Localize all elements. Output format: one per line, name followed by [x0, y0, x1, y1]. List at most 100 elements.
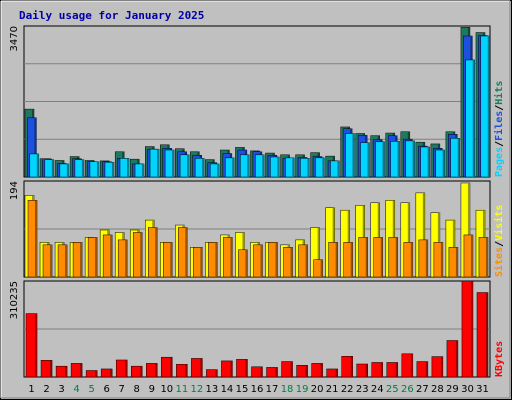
kbytes-bar-day-29 [446, 340, 459, 378]
pages-bar-day-12 [194, 158, 205, 178]
x-tick-label-day-17: 17 [266, 384, 279, 395]
kbytes-bar-day-19 [296, 364, 308, 378]
pages-bar-day-25 [390, 141, 400, 178]
sites-bar-day-26 [403, 242, 414, 278]
x-tick-label-day-30: 30 [461, 384, 474, 395]
x-tick-label-day-18: 18 [281, 384, 294, 395]
pages-bar-day-8 [134, 163, 145, 178]
sites-bar-day-21 [328, 242, 338, 278]
sites-bar-day-8 [132, 232, 143, 278]
x-tick-label-day-29: 29 [446, 384, 459, 395]
x-tick-label-day-1: 1 [28, 384, 34, 395]
kbytes-bar-day-14 [221, 360, 233, 378]
legend-item: / [494, 241, 505, 247]
kbytes-bar-day-30 [461, 280, 474, 378]
x-tick-label-day-27: 27 [416, 384, 429, 395]
x-tick-label-day-11: 11 [175, 384, 188, 395]
sites-bar-day-18 [283, 247, 293, 278]
sites-bar-day-3 [57, 244, 68, 278]
kbytes-bar-day-2 [40, 360, 53, 378]
kbytes-bar-day-12 [191, 358, 203, 378]
x-tick-label-day-26: 26 [401, 384, 414, 395]
legend-item: Hits [493, 81, 505, 105]
x-tick-label-day-21: 21 [326, 384, 339, 395]
pages-bar-day-6 [104, 161, 115, 178]
kbytes-bar-day-26 [401, 353, 414, 378]
bars [25, 280, 489, 378]
legend-item: Files [493, 111, 505, 141]
kbytes-bar-day-16 [251, 366, 263, 378]
panel-visits_sites: 194 Sites/Visits [9, 180, 505, 278]
pages-bar-day-10 [164, 149, 175, 178]
sites-bar-day-29 [448, 247, 459, 278]
pages-bar-day-4 [74, 159, 85, 178]
kbytes-bar-day-23 [356, 363, 368, 378]
sites-bar-day-5 [87, 237, 98, 278]
pages-bar-day-23 [360, 142, 370, 178]
pages-bar-day-29 [450, 138, 460, 178]
x-tick-label-day-20: 20 [311, 384, 324, 395]
y-axis-max-label: 3470 [9, 26, 20, 51]
pages-bar-day-7 [119, 158, 130, 178]
sites-bar-day-24 [373, 237, 383, 278]
sites-bar-day-12 [193, 247, 203, 278]
kbytes-bar-day-18 [281, 361, 293, 378]
pages-bar-day-15 [240, 154, 250, 178]
pages-bar-day-3 [59, 163, 70, 178]
x-tick-label-day-31: 31 [476, 384, 489, 395]
x-tick-label-day-14: 14 [221, 384, 234, 395]
sites-bar-day-27 [418, 239, 429, 278]
pages-bar-day-13 [209, 163, 220, 178]
legend-panel2: Sites/Visits [493, 205, 505, 277]
kbytes-bar-day-24 [371, 362, 384, 378]
sites-bar-day-7 [117, 239, 128, 278]
sites-bar-day-15 [238, 249, 248, 278]
kbytes-bar-day-3 [55, 365, 68, 378]
x-tick-label-day-12: 12 [191, 384, 204, 395]
bars [24, 182, 489, 278]
pages-bar-day-11 [179, 154, 190, 178]
kbytes-bar-day-13 [206, 369, 218, 378]
y-axis-max-label: 194 [9, 181, 20, 200]
sites-bar-day-4 [72, 242, 83, 278]
legend-panel1: Pages/Files/Hits [493, 81, 505, 177]
sites-bar-day-31 [478, 237, 489, 278]
pages-bar-day-28 [435, 149, 445, 178]
kbytes-bar-day-25 [386, 362, 399, 378]
kbytes-bar-day-17 [266, 367, 278, 378]
legend-item: Sites [493, 247, 505, 277]
x-tick-label-day-10: 10 [160, 384, 173, 395]
kbytes-bar-day-4 [70, 363, 83, 378]
pages-bar-day-5 [89, 161, 100, 178]
kbytes-bar-day-10 [161, 356, 173, 378]
sites-bar-day-1 [27, 200, 38, 278]
x-tick-label-day-5: 5 [88, 384, 94, 395]
x-tick-label-day-22: 22 [341, 384, 354, 395]
pages-bar-day-9 [149, 148, 160, 178]
kbytes-bar-day-28 [431, 356, 444, 378]
chart-panels: 3470Pages/Files/Hits194Sites/Visits31023… [9, 25, 505, 378]
bars [24, 27, 491, 178]
x-tick-label-day-6: 6 [103, 384, 109, 395]
x-tick-label-day-28: 28 [431, 384, 444, 395]
x-tick-label-day-16: 16 [251, 384, 264, 395]
kbytes-bar-day-1 [25, 313, 38, 378]
kbytes-bar-day-22 [341, 356, 353, 378]
kbytes-bar-day-8 [130, 365, 143, 378]
legend-item: / [494, 141, 505, 147]
pages-bar-day-30 [465, 59, 475, 178]
kbytes-bar-day-27 [416, 361, 429, 378]
pages-bar-day-20 [315, 157, 325, 178]
pages-bar-day-2 [44, 159, 55, 178]
legend-item: KBytes [494, 341, 505, 377]
pages-bar-day-22 [345, 133, 355, 178]
x-tick-label-day-9: 9 [149, 384, 155, 395]
x-tick-label-day-25: 25 [386, 384, 399, 395]
x-tick-label-day-15: 15 [236, 384, 249, 395]
x-tick-label-day-23: 23 [356, 384, 369, 395]
pages-bar-day-21 [330, 160, 340, 178]
kbytes-bar-day-31 [476, 292, 489, 378]
kbytes-bar-day-11 [176, 364, 188, 378]
x-tick-label-day-8: 8 [134, 384, 140, 395]
